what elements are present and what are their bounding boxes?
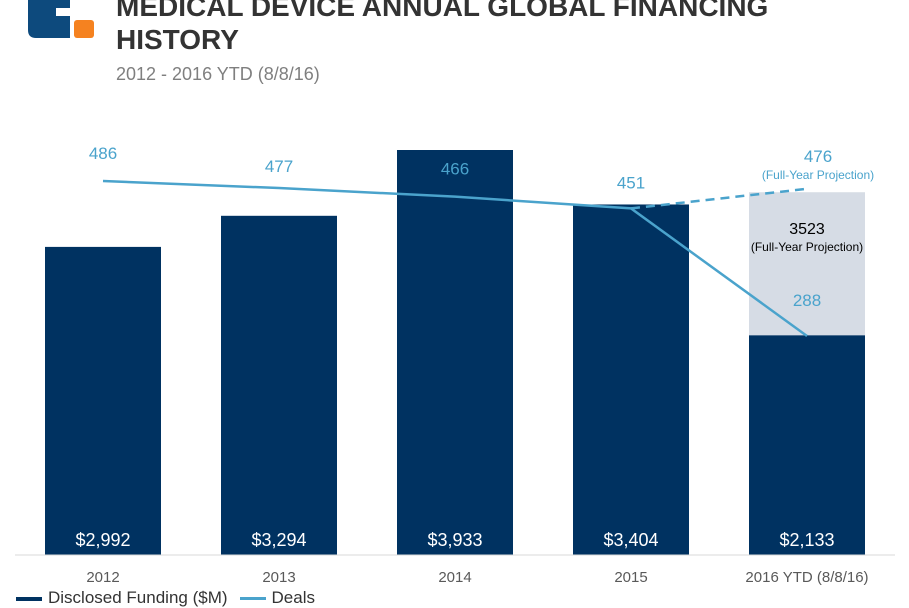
legend: Disclosed Funding ($M) Deals xyxy=(16,588,315,608)
bar-2015 xyxy=(573,204,689,555)
bar-2014 xyxy=(397,150,513,555)
page-title: MEDICAL DEVICE ANNUAL GLOBAL FINANCING H… xyxy=(116,0,769,55)
legend-swatch-funding xyxy=(16,596,42,601)
deals-value-label: 288 xyxy=(793,291,821,310)
deals-value-label: 466 xyxy=(441,160,469,179)
deals-line xyxy=(102,179,808,338)
bar-value-label: $3,404 xyxy=(603,530,658,550)
x-tick-label: 2013 xyxy=(262,569,295,586)
logo-white-bar xyxy=(56,8,94,16)
bar-value-label: $2,992 xyxy=(75,530,130,550)
bar-value-label: $2,133 xyxy=(779,530,834,550)
bar-2013 xyxy=(221,215,337,556)
projection-deals-note: (Full-Year Projection) xyxy=(762,168,874,182)
x-tick-label: 2014 xyxy=(438,569,471,586)
logo xyxy=(28,0,94,38)
x-tick-label: 2016 YTD (8/8/16) xyxy=(745,569,868,586)
x-tick-label: 2012 xyxy=(86,569,119,586)
legend-label-funding: Disclosed Funding ($M) xyxy=(48,588,228,607)
x-tick-label: 2015 xyxy=(614,569,647,586)
bar-2012 xyxy=(45,246,161,556)
projection-funding-value: 3523 xyxy=(789,221,825,238)
legend-swatch-deals xyxy=(239,597,266,601)
page-subtitle: 2012 - 2016 YTD (8/8/16) xyxy=(116,64,320,84)
deals-value-label: 477 xyxy=(265,157,293,176)
logo-orange-square xyxy=(74,20,94,38)
logo-white-gap xyxy=(70,16,74,38)
deals-value-label: 451 xyxy=(617,173,645,192)
deals-value-label: 486 xyxy=(89,144,117,163)
legend-label-deals: Deals xyxy=(271,588,315,607)
projection-deals-value: 476 xyxy=(804,147,832,166)
bar-value-label: $3,294 xyxy=(251,530,306,550)
bar-2016 xyxy=(749,335,865,555)
projection-funding-note: (Full-Year Projection) xyxy=(751,240,863,254)
bar-value-label: $3,933 xyxy=(427,530,482,550)
